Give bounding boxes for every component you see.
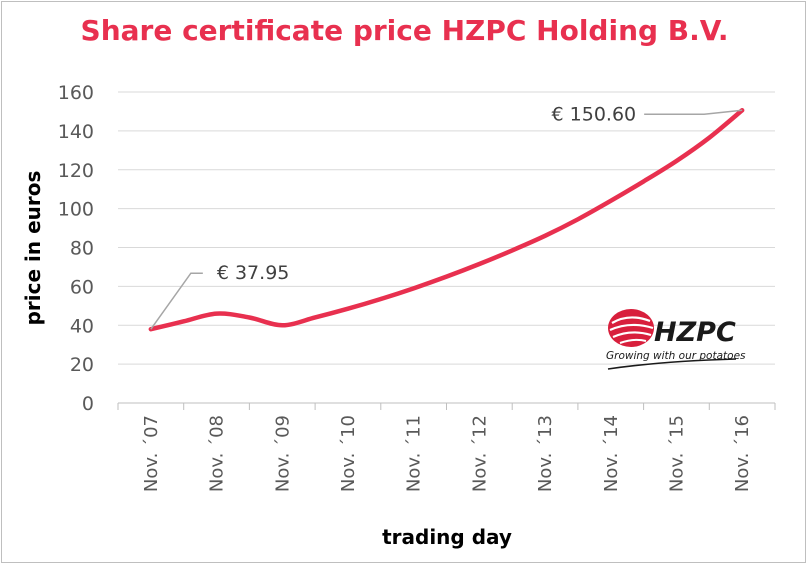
annotations: € 37.95 € 150.60 <box>150 103 743 330</box>
x-tick-label: Nov. ´14 <box>601 415 622 492</box>
logo-swoosh <box>607 358 737 370</box>
y-tick-label: 140 <box>58 121 94 143</box>
potato-ball-icon <box>608 309 654 347</box>
annotation-leader <box>644 109 743 116</box>
x-axis-ticks: Nov. ´07 Nov. ´08 Nov. ´09 Nov. ´10 Nov. ´11… <box>117 403 776 492</box>
logo-wordmark: HZPC <box>654 317 736 348</box>
x-tick-label: Nov. ´07 <box>141 415 162 492</box>
series-layer <box>148 108 745 332</box>
x-tick-label: Nov. ´13 <box>535 415 556 492</box>
logo-tagline: Growing with our potatoes <box>606 350 746 362</box>
y-tick-label: 60 <box>70 276 94 298</box>
annotation-label: € 150.60 <box>552 103 637 125</box>
series-line <box>148 108 745 332</box>
x-tick-label: Nov. ´10 <box>338 415 359 492</box>
x-tick-label: Nov. ´11 <box>404 415 425 492</box>
y-tick-label: 40 <box>70 315 94 337</box>
y-tick-label: 100 <box>58 199 94 221</box>
x-tick-label: Nov. ´08 <box>207 415 228 492</box>
hzpc-logo: HZPC Growing with our potatoes <box>606 309 746 370</box>
y-tick-label: 120 <box>58 160 94 182</box>
x-tick-label: Nov. ´09 <box>272 415 293 492</box>
y-axis-ticks: 0 20 40 60 80 100 120 140 160 <box>58 82 94 415</box>
x-tick-label: Nov. ´16 <box>732 415 753 492</box>
y-tick-label: 160 <box>58 82 94 104</box>
x-tick-label: Nov. ´12 <box>469 415 490 492</box>
y-tick-label: 20 <box>70 354 94 376</box>
x-axis-title: trading day <box>382 525 512 549</box>
annotation-label: € 37.95 <box>217 262 290 284</box>
chart-title: Share certificate price HZPC Holding B.V… <box>80 14 729 47</box>
y-tick-label: 0 <box>82 393 94 415</box>
annotation-leader <box>150 272 203 330</box>
x-tick-label: Nov. ´15 <box>666 415 687 492</box>
y-axis-title: price in euros <box>21 171 45 326</box>
y-tick-label: 80 <box>70 238 94 260</box>
